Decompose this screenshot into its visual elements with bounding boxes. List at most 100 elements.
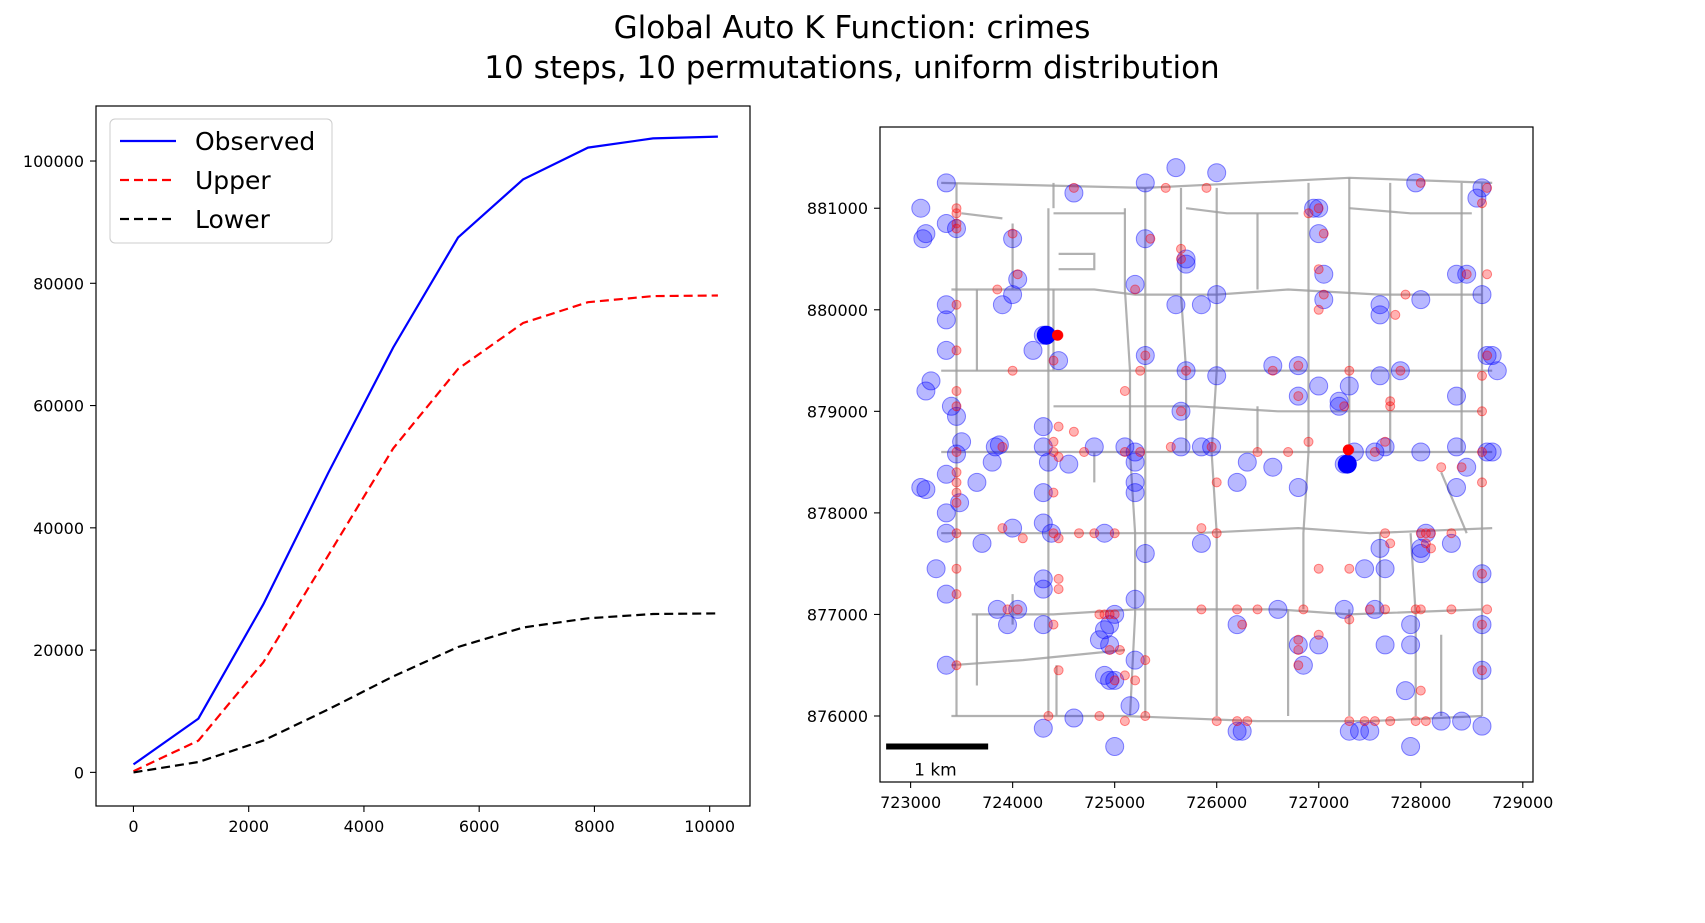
legend-box xyxy=(109,118,333,244)
x-tick-label: 8000 xyxy=(574,817,615,836)
crime-point-red xyxy=(951,487,962,498)
x-tick-label: 726000 xyxy=(1186,793,1247,812)
crime-point-red xyxy=(1048,487,1059,498)
crime-point-red xyxy=(1211,528,1222,539)
crime-point-red xyxy=(1477,406,1487,417)
figure-subtitle-line-2: 10 steps, 10 permutations, uniform distr… xyxy=(484,50,1219,86)
crime-point-blue xyxy=(1411,290,1431,310)
crime-point-red xyxy=(1099,609,1110,620)
crime-point-blue xyxy=(1288,478,1308,497)
crime-point-red xyxy=(1048,447,1059,457)
y-tick-label: 60000 xyxy=(33,397,84,416)
crime-point-blue xyxy=(1100,615,1120,635)
crime-point-red xyxy=(1380,604,1391,615)
crime-point-red xyxy=(951,497,962,508)
street-segment xyxy=(1409,533,1417,716)
x-tick-label: 728000 xyxy=(1390,793,1451,812)
street-segment xyxy=(941,176,1493,190)
crime-point-blue xyxy=(916,224,936,244)
crime-point-blue xyxy=(952,432,972,452)
crime-point-red xyxy=(1390,309,1401,320)
crime-point-red xyxy=(1089,528,1100,539)
crime-point-blue xyxy=(947,444,966,464)
crime-point-red xyxy=(1068,182,1079,193)
crime-point-blue xyxy=(1003,518,1023,538)
crime-point-red xyxy=(1165,441,1176,452)
x-tick-label: 6000 xyxy=(459,817,500,836)
crime-point-red xyxy=(1415,685,1426,696)
crime-point-blue xyxy=(985,437,1005,457)
crime-point-red xyxy=(1446,604,1457,615)
crime-point-red xyxy=(1119,447,1130,457)
crime-point-blue xyxy=(1268,599,1288,619)
crime-point-red-solid xyxy=(1052,329,1063,341)
blue-points xyxy=(911,158,1507,756)
y-tick-label: 100000 xyxy=(23,152,84,171)
crime-point-blue xyxy=(1049,351,1069,371)
crime-point-blue xyxy=(1339,376,1359,396)
crime-point-blue xyxy=(1329,396,1349,416)
crime-point-red xyxy=(1339,401,1350,412)
crime-point-red xyxy=(1206,441,1217,452)
crime-point-blue xyxy=(1038,452,1058,472)
crime-point-blue xyxy=(911,478,931,497)
crime-point-red xyxy=(1318,228,1329,239)
crime-point-blue xyxy=(1120,696,1140,716)
crime-point-blue xyxy=(1390,361,1410,381)
crime-point-red xyxy=(1053,584,1064,595)
crime-point-blue xyxy=(972,533,992,553)
crime-point-blue xyxy=(1008,269,1028,289)
crime-point-blue xyxy=(1441,533,1461,553)
crime-point-blue xyxy=(967,472,987,492)
crime-point-red xyxy=(1104,609,1115,620)
crime-point-blue xyxy=(1447,386,1466,406)
crime-point-red xyxy=(1160,182,1171,193)
crime-point-red xyxy=(1048,528,1059,539)
crime-point-red xyxy=(1135,365,1146,376)
crime-point-blue xyxy=(1171,401,1191,421)
crime-point-red xyxy=(951,447,962,457)
crime-point-blue xyxy=(1191,295,1211,315)
crime-point-red xyxy=(1313,629,1324,640)
crime-point-red xyxy=(951,218,962,229)
crime-point-red xyxy=(1446,528,1457,539)
y-tick-label: 880000 xyxy=(807,301,868,320)
crime-point-blue xyxy=(921,371,941,391)
crime-point-red xyxy=(1369,716,1380,727)
crime-point-blue xyxy=(1263,356,1283,376)
crime-point-blue xyxy=(1411,538,1431,558)
crime-point-red xyxy=(1109,675,1120,686)
crime-point-red xyxy=(951,660,962,671)
y-tick-label: 40000 xyxy=(33,519,84,538)
crime-point-red xyxy=(951,563,962,574)
crime-point-red xyxy=(1477,370,1487,381)
crime-point-red xyxy=(1068,426,1079,437)
crime-point-blue xyxy=(1482,346,1502,365)
scale-bar-label: 1 km xyxy=(914,760,957,780)
street-segment xyxy=(961,212,1003,220)
crime-point-blue xyxy=(1472,178,1492,198)
crime-point-red xyxy=(1313,203,1324,214)
crime-point-blue xyxy=(1135,544,1155,563)
crime-point-red xyxy=(1395,365,1406,376)
street-network xyxy=(941,176,1493,723)
figure-title-line-1: Global Auto K Function: crimes xyxy=(614,10,1091,46)
x-tick-label: 4000 xyxy=(344,817,385,836)
crime-point-red xyxy=(1252,604,1263,615)
k-function-line-chart: 0 2000 4000 6000 8000 10000020000400006000080… xyxy=(23,105,751,836)
series-line-lower xyxy=(133,612,718,774)
crime-point-red xyxy=(1007,365,1018,376)
crime-point-blue xyxy=(1375,559,1395,579)
street-segment xyxy=(1302,182,1310,610)
crime-point-red xyxy=(1415,177,1426,188)
crime-point-blue-solid xyxy=(1036,325,1056,345)
crime-point-red xyxy=(1252,447,1263,457)
crime-point-red xyxy=(1313,304,1324,315)
crime-point-red xyxy=(951,386,962,396)
crime-point-blue xyxy=(1452,711,1472,731)
crime-point-blue xyxy=(1125,442,1145,462)
crime-point-red xyxy=(1385,538,1396,549)
crime-point-blue xyxy=(1191,437,1211,457)
crime-point-blue xyxy=(1207,163,1227,183)
crime-point-blue xyxy=(1033,579,1053,599)
